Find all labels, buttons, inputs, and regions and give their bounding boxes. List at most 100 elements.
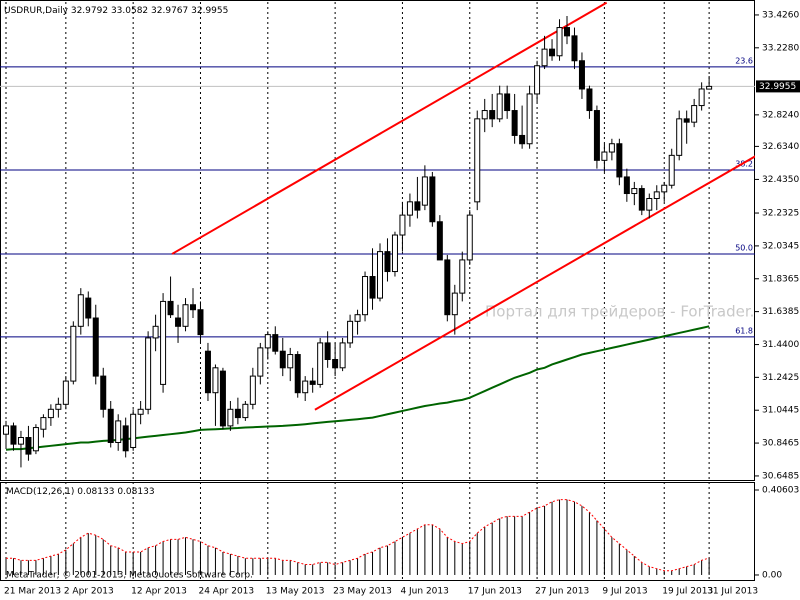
macd-header: MACD(12,26,1) 0.08133 0.08133 [6, 487, 155, 497]
candle-body [332, 359, 339, 369]
x-tick-label: 31 Jul 2013 [707, 587, 758, 597]
candle-body [242, 403, 249, 419]
macd-signal-value: 0.08133 [117, 487, 154, 497]
candle-body [564, 27, 570, 37]
candle-body [287, 354, 294, 369]
macd-tick-label: 0.00 [762, 570, 782, 580]
price-layer: 23.6 38.2 50.0 61.8 Портал для трейдеров - F… [0, 1, 755, 468]
header: USDRUR,Daily 32.9792 33.0582 32.9767 32.… [4, 6, 228, 16]
candle-body [406, 201, 413, 216]
candle-body [309, 380, 316, 385]
candle-body [549, 48, 556, 57]
y-tick-label: 31.2425 [762, 373, 799, 383]
candle-body [653, 191, 660, 200]
fib-label: 61.8 [735, 326, 753, 335]
candle-body [661, 184, 668, 193]
x-tick-label: 4 Jun 2013 [400, 587, 448, 597]
candle-body [623, 176, 630, 195]
candle-body [62, 380, 69, 405]
candle-body [421, 176, 428, 206]
candle-body [317, 342, 324, 385]
fib-label: 23.6 [735, 56, 753, 65]
candle-body [526, 93, 533, 145]
candle-body [55, 403, 62, 410]
candle-body [571, 35, 578, 62]
candle-body [496, 93, 503, 120]
candle-body [272, 334, 279, 352]
candle-body [190, 304, 196, 311]
candle-body [302, 380, 309, 394]
candle-body [691, 105, 698, 123]
candle-body [706, 85, 713, 90]
macd-tick-label: 0.40603 [762, 486, 799, 496]
x-tick-label: 27 Jun 2013 [535, 587, 589, 597]
candle-body [631, 188, 638, 195]
candle-body [115, 420, 122, 443]
x-tick-label: 19 Jul 2013 [662, 587, 713, 597]
macd-signal [6, 499, 710, 572]
candle-body [668, 154, 675, 186]
candle-body [249, 375, 256, 405]
candle-body [130, 413, 137, 448]
candle-body [85, 297, 92, 319]
candle-body [10, 425, 17, 445]
candle-body [384, 251, 391, 273]
y-tick-label: 31.8365 [762, 274, 799, 284]
candle-body [92, 317, 99, 377]
y-tick-label: 31.6385 [762, 307, 799, 317]
candle-body [182, 304, 189, 327]
candle-body [541, 48, 548, 67]
fib-label: 38.2 [735, 159, 753, 168]
candle-body [489, 110, 496, 120]
candle-body [608, 143, 615, 153]
x-tick-label: 24 Apr 2013 [198, 587, 254, 597]
candle-body [556, 27, 563, 57]
current-price-label: 32.9955 [759, 82, 796, 92]
candle-body [459, 259, 466, 294]
candle-body [399, 214, 406, 236]
candle-body [219, 370, 226, 427]
candle-body [279, 350, 286, 369]
x-tick-label: 23 May 2013 [333, 587, 392, 597]
y-tick-label: 33.2280 [762, 43, 799, 53]
fib-label: 50.0 [735, 243, 753, 252]
candle-body [466, 214, 473, 261]
candle-body [347, 320, 354, 344]
candle-body [100, 375, 107, 410]
candle-body [324, 342, 331, 361]
candle-body [234, 408, 241, 419]
trendline [171, 1, 608, 255]
y-tick-label: 32.8240 [762, 110, 799, 120]
x-tick-label: 13 May 2013 [266, 587, 325, 597]
candle-body [204, 350, 211, 394]
candle-body [616, 143, 623, 178]
macd-value: 0.08133 [77, 487, 114, 497]
y-tick-label: 31.0445 [762, 406, 799, 416]
x-tick-label: 2 Apr 2013 [64, 587, 114, 597]
high: 33.0582 [111, 6, 148, 16]
symbol: USDRUR,Daily [4, 6, 69, 16]
candle-body [474, 118, 481, 203]
y-tick-label: 33.4260 [762, 10, 799, 20]
x-tick-label: 17 Jun 2013 [468, 587, 522, 597]
y-tick-label: 32.0345 [762, 241, 799, 251]
x-tick-label: 21 Mar 2013 [4, 587, 61, 597]
candle-body [227, 408, 234, 427]
candle-body [362, 276, 369, 316]
candle-body [167, 300, 174, 316]
candle-body [534, 65, 541, 95]
copyright: MetaTrader, © 2001-2013, MetaQuotes Soft… [6, 571, 253, 581]
y-tick-label: 30.6485 [762, 471, 799, 481]
candle-body [601, 151, 608, 161]
candle-body [122, 425, 129, 452]
candle-body [25, 437, 32, 455]
candle-body [586, 88, 593, 112]
candle-body [294, 354, 301, 394]
candle-body [339, 342, 346, 369]
candle-body [698, 88, 705, 107]
candle-body [17, 437, 24, 445]
y-tick-label: 32.2325 [762, 209, 799, 219]
candle-body [444, 259, 451, 316]
